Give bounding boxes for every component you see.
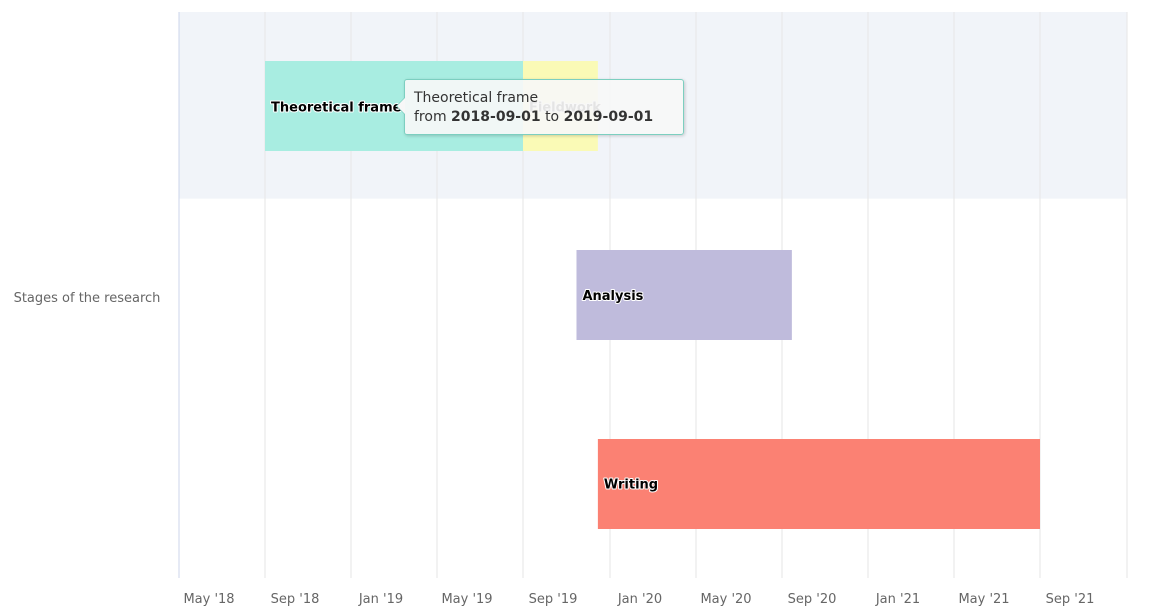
task-bar-writing[interactable] (597, 439, 1040, 529)
tooltip: Theoretical frame from 2018-09-01 to 201… (396, 79, 684, 135)
tooltip-from-label: from (414, 109, 447, 125)
x-tick-labels: May '18 Sep '18 Jan '19 May '19 Sep '19 Jan '… (183, 592, 1094, 607)
tooltip-to-label: to (545, 109, 560, 125)
task-label: Analysis (582, 289, 643, 304)
task-label: Theoretical frame (271, 100, 402, 115)
x-tick-label: Jan '20 (617, 592, 662, 607)
x-tick-label: Sep '20 (788, 592, 837, 607)
x-tick-label: Sep '21 (1046, 592, 1095, 607)
x-tick-label: Sep '18 (271, 592, 320, 607)
task-label: Writing (604, 478, 658, 493)
tooltip-title: Theoretical frame (414, 90, 539, 106)
tooltip-end: 2019-09-01 (563, 109, 654, 125)
x-tick-label: Jan '19 (358, 592, 403, 607)
x-tick-label: Jan '21 (875, 592, 920, 607)
x-tick-label: May '20 (700, 592, 751, 607)
tooltip-start: 2018-09-01 (451, 109, 541, 125)
task-bars: Theoretical frameFieldworkAnalysisWritin… (265, 61, 1040, 529)
x-tick-label: May '21 (958, 592, 1009, 607)
task-bar-analysis[interactable] (576, 250, 792, 340)
x-tick-label: May '18 (183, 592, 234, 607)
x-tick-label: May '19 (441, 592, 492, 607)
x-tick-label: Sep '19 (529, 592, 578, 607)
y-category-label: Stages of the research (14, 291, 161, 306)
tooltip-range: from 2018-09-01 to 2019-09-01 (414, 108, 674, 127)
